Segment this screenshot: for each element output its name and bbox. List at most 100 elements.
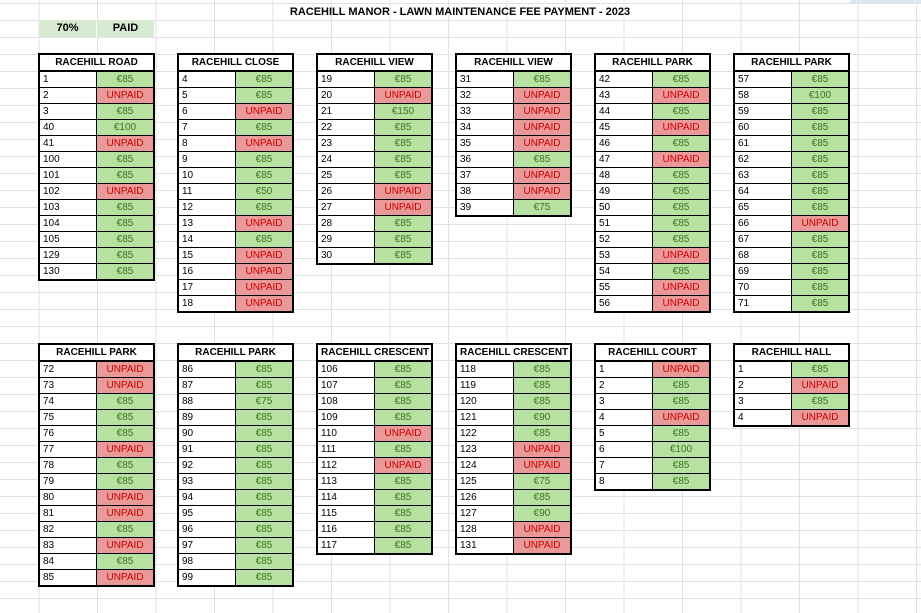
house-number-cell[interactable]: 131 (455, 537, 514, 555)
house-number-cell[interactable]: 70 (733, 279, 792, 296)
street-name-header[interactable]: RACEHILL HALL (733, 343, 850, 362)
paid-amount-cell[interactable]: €85 (96, 457, 155, 474)
house-number-cell[interactable]: 116 (316, 521, 375, 538)
house-number-cell[interactable]: 72 (38, 360, 97, 378)
paid-amount-cell[interactable]: €85 (235, 537, 294, 554)
house-number-cell[interactable]: 94 (177, 489, 236, 506)
house-number-cell[interactable]: 40 (38, 119, 97, 136)
paid-amount-cell[interactable]: €85 (235, 553, 294, 570)
house-number-cell[interactable]: 108 (316, 393, 375, 410)
paid-amount-cell[interactable]: €85 (96, 199, 155, 216)
unpaid-status-cell[interactable]: UNPAID (652, 87, 711, 104)
house-number-cell[interactable]: 75 (38, 409, 97, 426)
paid-amount-cell[interactable]: €85 (791, 70, 850, 88)
house-number-cell[interactable]: 42 (594, 70, 653, 88)
house-number-cell[interactable]: 38 (455, 183, 514, 200)
unpaid-status-cell[interactable]: UNPAID (96, 87, 155, 104)
unpaid-status-cell[interactable]: UNPAID (513, 183, 572, 200)
house-number-cell[interactable]: 3 (38, 103, 97, 120)
paid-amount-cell[interactable]: €85 (374, 473, 433, 490)
unpaid-status-cell[interactable]: UNPAID (96, 489, 155, 506)
street-name-header[interactable]: RACEHILL ROAD (38, 53, 155, 72)
house-number-cell[interactable]: 1 (594, 360, 653, 378)
house-number-cell[interactable]: 8 (594, 473, 653, 491)
house-number-cell[interactable]: 7 (177, 119, 236, 136)
paid-amount-cell[interactable]: €85 (652, 199, 711, 216)
house-number-cell[interactable]: 4 (594, 409, 653, 426)
house-number-cell[interactable]: 58 (733, 87, 792, 104)
paid-amount-cell[interactable]: €85 (791, 393, 850, 410)
house-number-cell[interactable]: 21 (316, 103, 375, 120)
paid-amount-cell[interactable]: €100 (96, 119, 155, 136)
house-number-cell[interactable]: 90 (177, 425, 236, 442)
paid-amount-cell[interactable]: €85 (235, 70, 294, 88)
paid-amount-cell[interactable]: €85 (791, 263, 850, 280)
unpaid-status-cell[interactable]: UNPAID (513, 441, 572, 458)
house-number-cell[interactable]: 124 (455, 457, 514, 474)
house-number-cell[interactable]: 45 (594, 119, 653, 136)
house-number-cell[interactable]: 80 (38, 489, 97, 506)
paid-amount-cell[interactable]: €85 (652, 263, 711, 280)
house-number-cell[interactable]: 52 (594, 231, 653, 248)
house-number-cell[interactable]: 49 (594, 183, 653, 200)
paid-amount-cell[interactable]: €85 (374, 489, 433, 506)
house-number-cell[interactable]: 91 (177, 441, 236, 458)
unpaid-status-cell[interactable]: UNPAID (235, 135, 294, 152)
unpaid-status-cell[interactable]: UNPAID (791, 377, 850, 394)
house-number-cell[interactable]: 32 (455, 87, 514, 104)
house-number-cell[interactable]: 69 (733, 263, 792, 280)
paid-amount-cell[interactable]: €85 (652, 167, 711, 184)
house-number-cell[interactable]: 41 (38, 135, 97, 152)
house-number-cell[interactable]: 114 (316, 489, 375, 506)
house-number-cell[interactable]: 64 (733, 183, 792, 200)
paid-amount-cell[interactable]: €85 (96, 247, 155, 264)
house-number-cell[interactable]: 11 (177, 183, 236, 200)
paid-amount-cell[interactable]: €85 (791, 119, 850, 136)
paid-amount-cell[interactable]: €75 (513, 199, 572, 217)
house-number-cell[interactable]: 26 (316, 183, 375, 200)
paid-amount-cell[interactable]: €85 (235, 167, 294, 184)
unpaid-status-cell[interactable]: UNPAID (96, 377, 155, 394)
unpaid-status-cell[interactable]: UNPAID (374, 425, 433, 442)
house-number-cell[interactable]: 68 (733, 247, 792, 264)
house-number-cell[interactable]: 1 (733, 360, 792, 378)
house-number-cell[interactable]: 128 (455, 521, 514, 538)
house-number-cell[interactable]: 8 (177, 135, 236, 152)
house-number-cell[interactable]: 28 (316, 215, 375, 232)
house-number-cell[interactable]: 107 (316, 377, 375, 394)
house-number-cell[interactable]: 51 (594, 215, 653, 232)
paid-amount-cell[interactable]: €85 (235, 377, 294, 394)
house-number-cell[interactable]: 125 (455, 473, 514, 490)
unpaid-status-cell[interactable]: UNPAID (374, 87, 433, 104)
house-number-cell[interactable]: 43 (594, 87, 653, 104)
house-number-cell[interactable]: 102 (38, 183, 97, 200)
house-number-cell[interactable]: 118 (455, 360, 514, 378)
unpaid-status-cell[interactable]: UNPAID (791, 409, 850, 427)
house-number-cell[interactable]: 78 (38, 457, 97, 474)
unpaid-status-cell[interactable]: UNPAID (96, 135, 155, 152)
street-name-header[interactable]: RACEHILL CRESCENT (316, 343, 433, 362)
paid-amount-cell[interactable]: €85 (513, 360, 572, 378)
paid-amount-cell[interactable]: €85 (791, 199, 850, 216)
house-number-cell[interactable]: 97 (177, 537, 236, 554)
unpaid-status-cell[interactable]: UNPAID (652, 247, 711, 264)
house-number-cell[interactable]: 123 (455, 441, 514, 458)
paid-amount-cell[interactable]: €85 (235, 360, 294, 378)
unpaid-status-cell[interactable]: UNPAID (652, 279, 711, 296)
paid-amount-cell[interactable]: €85 (96, 103, 155, 120)
house-number-cell[interactable]: 84 (38, 553, 97, 570)
house-number-cell[interactable]: 6 (594, 441, 653, 458)
paid-amount-cell[interactable]: €85 (652, 393, 711, 410)
paid-amount-cell[interactable]: €100 (652, 441, 711, 458)
house-number-cell[interactable]: 101 (38, 167, 97, 184)
paid-amount-cell[interactable]: €85 (652, 377, 711, 394)
paid-amount-cell[interactable]: €85 (791, 295, 850, 313)
unpaid-status-cell[interactable]: UNPAID (791, 215, 850, 232)
paid-amount-cell[interactable]: €85 (235, 489, 294, 506)
paid-amount-cell[interactable]: €85 (652, 183, 711, 200)
paid-amount-cell[interactable]: €50 (235, 183, 294, 200)
house-number-cell[interactable]: 104 (38, 215, 97, 232)
paid-amount-cell[interactable]: €85 (235, 409, 294, 426)
paid-amount-cell[interactable]: €85 (374, 151, 433, 168)
paid-amount-cell[interactable]: €85 (235, 569, 294, 587)
